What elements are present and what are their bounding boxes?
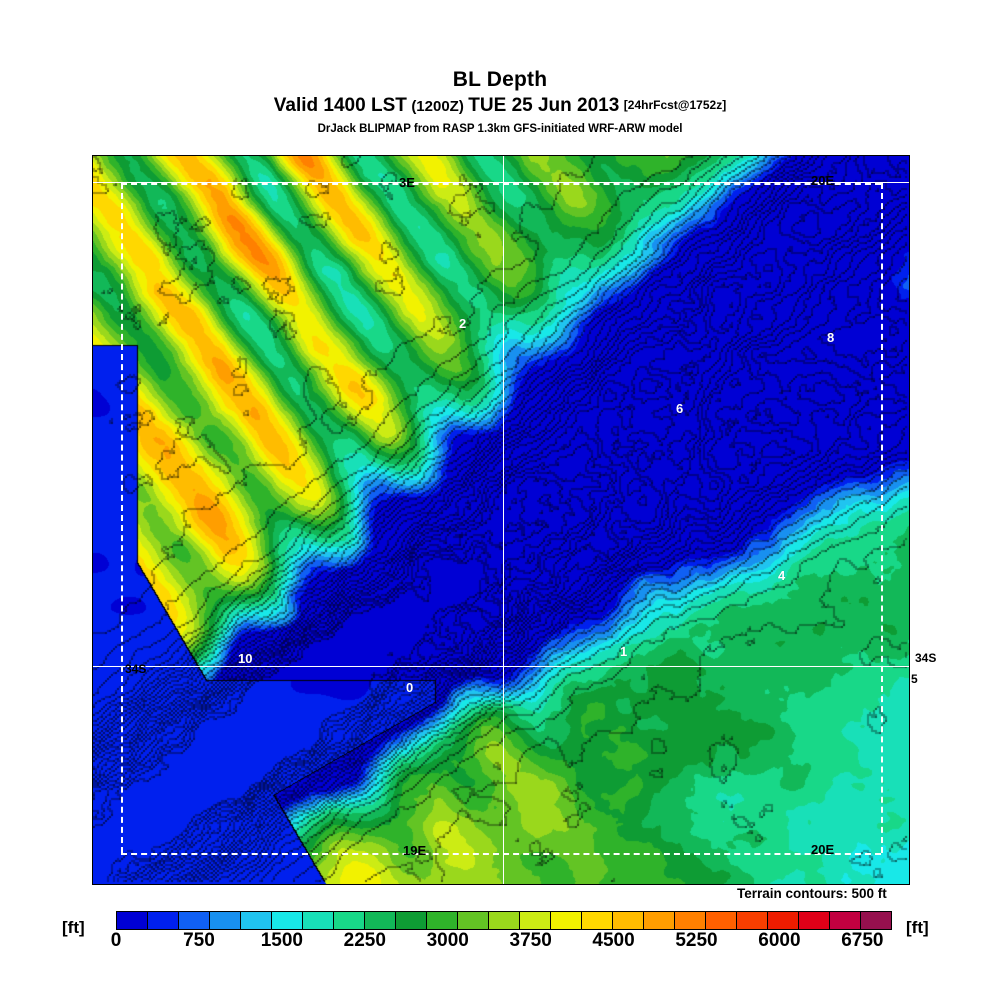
colorbar-swatch-19 [706, 912, 737, 929]
colorbar-tick-3000: 3000 [426, 930, 469, 951]
colorbar-swatch-6 [303, 912, 334, 929]
colorbar-swatch-5 [272, 912, 303, 929]
colorbar-unit-left: [ft] [62, 918, 85, 937]
page-title: BL Depth [452, 68, 548, 91]
colorbar-swatch-2 [179, 912, 210, 929]
colorbar-tick-5250: 5250 [675, 930, 718, 951]
colorbar-swatch-4 [241, 912, 272, 929]
domain-box-bottom [121, 853, 881, 855]
colorbar-swatch-18 [675, 912, 706, 929]
colorbar-swatch-8 [365, 912, 396, 929]
colorbar-swatch-24 [861, 912, 891, 929]
forecast-tag: [24hrFcst@1752z] [623, 98, 727, 112]
colorbar-tick-1500: 1500 [260, 930, 303, 951]
valid-time: Valid 1400 LST [273, 95, 407, 116]
colorbar-swatch-3 [210, 912, 241, 929]
colorbar-swatch-21 [768, 912, 799, 929]
colorbar-swatch-9 [396, 912, 427, 929]
colorbar-unit-right: [ft] [906, 918, 929, 937]
colorbar-swatch-11 [458, 912, 489, 929]
colorbar-swatches [116, 911, 892, 930]
colorbar-tick-4500: 4500 [592, 930, 635, 951]
forecast-map[interactable]: 3E 20E 19E 20E 2 6 8 4 10 0 1 [92, 155, 910, 885]
colorbar-tick-6000: 6000 [758, 930, 801, 951]
bl-depth-raster [93, 156, 909, 884]
title-block: BL Depth Valid 1400 LST (1200Z) TUE 25 J… [0, 0, 1000, 136]
domain-box-right [881, 183, 883, 853]
coord-label-34s: 34S [125, 662, 147, 676]
colorbar-swatch-16 [613, 912, 644, 929]
colorbar-tick-3750: 3750 [509, 930, 552, 951]
valid-z-time: (1200Z) [411, 98, 464, 115]
colorbar-tick-750: 750 [183, 930, 215, 951]
domain-box-top [121, 183, 881, 185]
colorbar-swatch-13 [520, 912, 551, 929]
domain-box-left [121, 183, 123, 853]
subtitle: Valid 1400 LST (1200Z) TUE 25 Jun 2013 [… [0, 95, 1000, 118]
colorbar-swatch-10 [427, 912, 458, 929]
colorbar-swatch-15 [582, 912, 613, 929]
coord-label-34s: 34S [915, 651, 937, 665]
colorbar-swatch-12 [489, 912, 520, 929]
colorbar-swatch-23 [830, 912, 861, 929]
coord-label-5: 5 [911, 672, 918, 686]
colorbar-tick-6750: 6750 [841, 930, 884, 951]
colorbar-tick-2250: 2250 [343, 930, 386, 951]
colorbar-swatch-14 [551, 912, 582, 929]
colorbar-swatch-20 [737, 912, 768, 929]
colorbar-swatch-7 [334, 912, 365, 929]
colorbar-swatch-17 [644, 912, 675, 929]
colorbar-swatch-1 [148, 912, 179, 929]
colorbar-tick-0: 0 [110, 930, 122, 951]
colorbar-swatch-22 [799, 912, 830, 929]
colorbar-legend: [ft] [ft] 0 750 1500 2250 3000 3750 4500 5250 60… [0, 908, 1000, 968]
terrain-contour-note: Terrain contours: 500 ft [737, 886, 887, 901]
model-description: DrJack BLIPMAP from RASP 1.3km GFS-initi… [317, 123, 683, 135]
valid-date: TUE 25 Jun 2013 [468, 95, 620, 116]
colorbar-swatch-0 [117, 912, 148, 929]
colorbar-tick-labels: 0 750 1500 2250 3000 3750 4500 5250 6000 6750 [0, 930, 1000, 956]
